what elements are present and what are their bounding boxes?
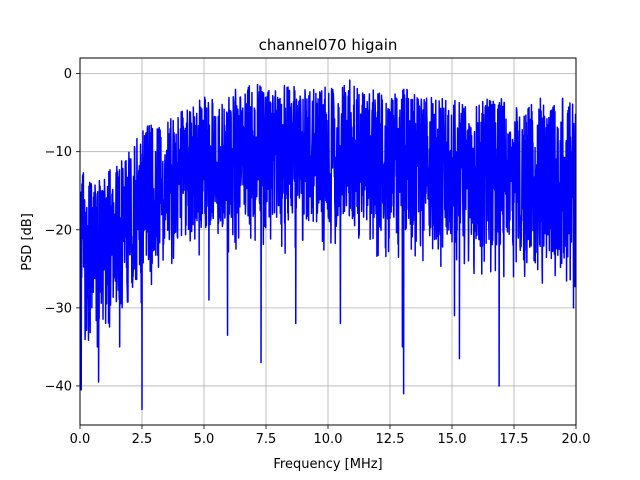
x-tick-label: 15.0 xyxy=(438,432,467,447)
y-tick-label: −20 xyxy=(45,223,72,238)
y-tick-label: −30 xyxy=(45,301,72,316)
y-tick-label: 0 xyxy=(64,67,72,82)
x-tick-label: 7.5 xyxy=(256,432,277,447)
x-tick-label: 20.0 xyxy=(562,432,591,447)
x-axis-label: Frequency [MHz] xyxy=(273,457,382,472)
x-tick-label: 10.0 xyxy=(314,432,343,447)
y-ticks: 0 −10 −20 −30 −40 xyxy=(45,67,80,394)
x-ticks: 0.0 2.5 5.0 7.5 10.0 12.5 15.0 17.5 20.0 xyxy=(70,425,591,447)
x-tick-label: 12.5 xyxy=(376,432,405,447)
y-axis-label: PSD [dB] xyxy=(20,213,35,271)
y-tick-label: −40 xyxy=(45,379,72,394)
x-tick-label: 5.0 xyxy=(194,432,215,447)
chart-title: channel070 higain xyxy=(259,36,398,54)
y-tick-label: −10 xyxy=(45,145,72,160)
x-tick-label: 17.5 xyxy=(500,432,529,447)
x-tick-label: 0.0 xyxy=(70,432,91,447)
x-tick-label: 2.5 xyxy=(132,432,153,447)
psd-series-line xyxy=(80,79,576,411)
series-layer xyxy=(80,79,576,411)
